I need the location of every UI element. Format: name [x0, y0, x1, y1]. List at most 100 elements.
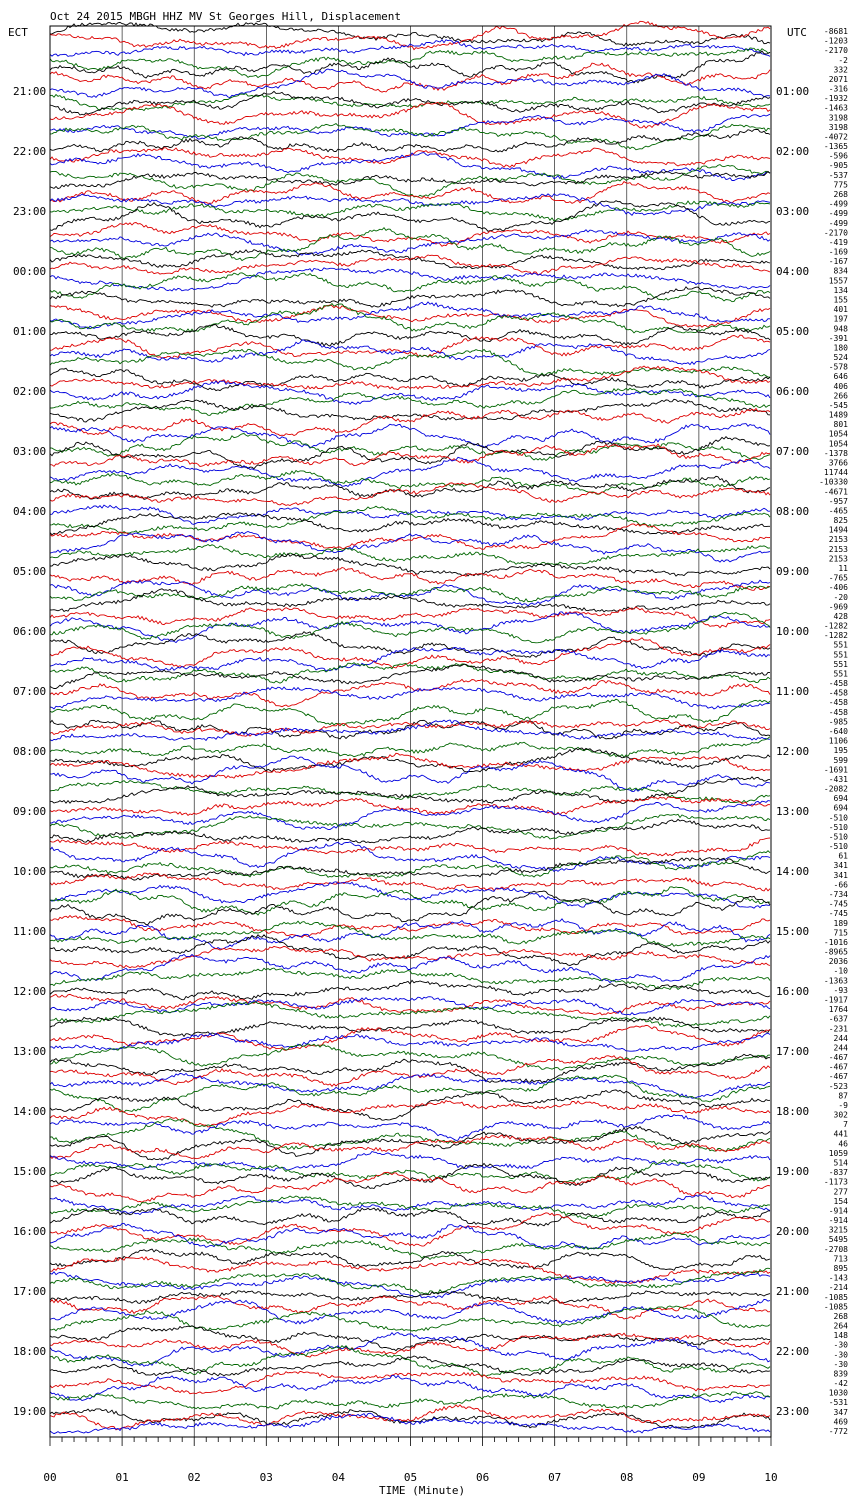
trace-line-137 — [49, 1332, 771, 1358]
trace-offset-label-113: 302 — [834, 1111, 849, 1120]
trace-offset-label-66: 551 — [834, 660, 849, 669]
trace-line-66 — [49, 647, 771, 672]
trace-line-84 — [49, 818, 771, 844]
trace-line-90 — [49, 881, 770, 909]
trace-offset-label-95: -1016 — [824, 938, 848, 947]
trace-offset-label-63: -1282 — [824, 631, 848, 640]
trace-line-88 — [49, 857, 771, 881]
trace-offset-label-137: -30 — [834, 1341, 849, 1350]
trace-line-92 — [49, 890, 771, 926]
trace-offset-label-77: -1691 — [824, 765, 848, 774]
trace-line-108 — [49, 1053, 771, 1084]
trace-line-125 — [49, 1212, 771, 1247]
trace-offset-label-49: -957 — [829, 497, 848, 506]
trace-offset-label-92: -745 — [829, 909, 848, 918]
right-hour-label-2: 03:00 — [776, 205, 809, 218]
left-hour-label-14: 11:00 — [13, 925, 46, 938]
trace-line-21 — [49, 222, 771, 247]
x-tick-label-07: 07 — [548, 1471, 561, 1484]
x-tick-label-04: 04 — [332, 1471, 346, 1484]
x-axis-label: TIME (Minute) — [379, 1484, 465, 1497]
trace-line-132 — [49, 1290, 771, 1305]
trace-offset-label-99: -1363 — [824, 976, 848, 985]
trace-offset-label-124: -914 — [829, 1216, 848, 1225]
trace-offset-label-50: -465 — [829, 507, 848, 516]
trace-line-11 — [49, 123, 771, 151]
right-hour-label-3: 04:00 — [776, 265, 809, 278]
trace-offset-label-60: -969 — [829, 602, 848, 611]
right-hour-label-9: 10:00 — [776, 625, 809, 638]
trace-offset-label-1: -1203 — [824, 37, 848, 46]
trace-line-6 — [49, 68, 771, 99]
trace-line-24 — [49, 249, 771, 271]
trace-line-141 — [49, 1370, 771, 1395]
trace-line-73 — [49, 719, 771, 737]
trace-offset-label-122: 154 — [834, 1197, 849, 1206]
trace-offset-label-126: 5495 — [829, 1235, 848, 1244]
right-hour-label-0: 01:00 — [776, 85, 809, 98]
left-hour-label-13: 10:00 — [13, 865, 46, 878]
trace-offset-label-8: -1463 — [824, 104, 848, 113]
trace-line-16 — [49, 170, 771, 190]
trace-offset-label-13: -596 — [829, 152, 848, 161]
trace-line-45 — [49, 443, 771, 467]
trace-line-42 — [49, 423, 771, 449]
trace-offset-label-73: -640 — [829, 727, 848, 736]
trace-offset-label-23: -169 — [829, 248, 848, 257]
trace-line-61 — [49, 606, 771, 629]
trace-offset-label-17: 268 — [834, 190, 849, 199]
trace-line-4 — [49, 50, 771, 84]
trace-line-80 — [49, 776, 771, 804]
trace-offset-label-42: 1054 — [829, 430, 848, 439]
seismic-traces — [49, 20, 771, 1435]
trace-line-76 — [49, 747, 771, 773]
trace-offset-label-45: 3766 — [829, 459, 848, 468]
trace-line-145 — [49, 1404, 771, 1431]
trace-offset-label-96: -8965 — [824, 948, 848, 957]
trace-line-3 — [49, 47, 771, 79]
trace-line-58 — [49, 579, 771, 607]
trace-offset-label-41: 801 — [834, 420, 849, 429]
trace-offset-label-39: -545 — [829, 401, 848, 410]
trace-line-69 — [49, 678, 771, 708]
trace-offset-label-134: 268 — [834, 1312, 849, 1321]
trace-offset-label-6: -316 — [829, 85, 848, 94]
trace-line-31 — [49, 302, 771, 334]
trace-line-59 — [49, 582, 771, 603]
x-tick-label-03: 03 — [260, 1471, 273, 1484]
trace-offset-label-7: -1932 — [824, 94, 848, 103]
trace-offset-label-68: -458 — [829, 679, 848, 688]
trace-line-79 — [49, 779, 771, 804]
trace-line-30 — [49, 301, 771, 330]
trace-offset-label-111: 87 — [838, 1091, 848, 1100]
left-hour-label-20: 17:00 — [13, 1285, 46, 1298]
trace-line-100 — [49, 979, 771, 1001]
trace-line-89 — [49, 872, 771, 892]
trace-offset-label-125: 3215 — [829, 1226, 848, 1235]
trace-line-68 — [49, 663, 771, 689]
trace-offset-label-35: -578 — [829, 363, 848, 372]
trace-line-1 — [49, 20, 771, 51]
trace-offset-label-46: 11744 — [824, 468, 848, 477]
trace-offset-label-21: -2170 — [824, 228, 848, 237]
trace-line-56 — [50, 552, 771, 577]
trace-offset-label-110: -523 — [829, 1082, 848, 1091]
left-timezone-label: ECT — [8, 26, 28, 39]
trace-offset-label-56: 11 — [838, 564, 848, 573]
trace-offset-label-91: -745 — [829, 900, 848, 909]
right-hour-label-6: 07:00 — [776, 445, 809, 458]
trace-line-93 — [49, 914, 771, 938]
trace-line-94 — [49, 918, 771, 950]
trace-offset-label-57: -765 — [829, 574, 848, 583]
right-hour-label-1: 02:00 — [776, 145, 809, 158]
left-hour-label-17: 14:00 — [13, 1105, 46, 1118]
trace-offset-label-107: -467 — [829, 1053, 848, 1062]
left-hour-label-22: 19:00 — [13, 1405, 46, 1418]
trace-offset-label-102: 1764 — [829, 1005, 848, 1014]
trace-offset-label-0: -8681 — [824, 27, 848, 36]
trace-line-18 — [49, 193, 771, 216]
trace-line-49 — [49, 482, 771, 507]
trace-offset-label-112: -9 — [838, 1101, 848, 1110]
trace-offset-label-48: -4671 — [824, 487, 848, 496]
trace-line-119 — [49, 1158, 771, 1183]
